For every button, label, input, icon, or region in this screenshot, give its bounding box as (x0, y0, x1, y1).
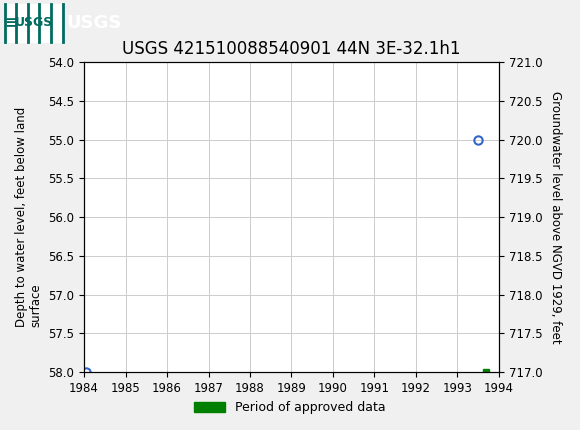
Text: USGS: USGS (67, 14, 122, 31)
Legend: Period of approved data: Period of approved data (189, 396, 391, 419)
Text: ≡: ≡ (5, 15, 17, 30)
Y-axis label: Depth to water level, feet below land
surface: Depth to water level, feet below land su… (15, 107, 43, 327)
Title: USGS 421510088540901 44N 3E-32.1h1: USGS 421510088540901 44N 3E-32.1h1 (122, 40, 461, 58)
Text: USGS: USGS (14, 16, 53, 29)
FancyBboxPatch shape (5, 3, 63, 42)
Y-axis label: Groundwater level above NGVD 1929, feet: Groundwater level above NGVD 1929, feet (549, 91, 562, 344)
